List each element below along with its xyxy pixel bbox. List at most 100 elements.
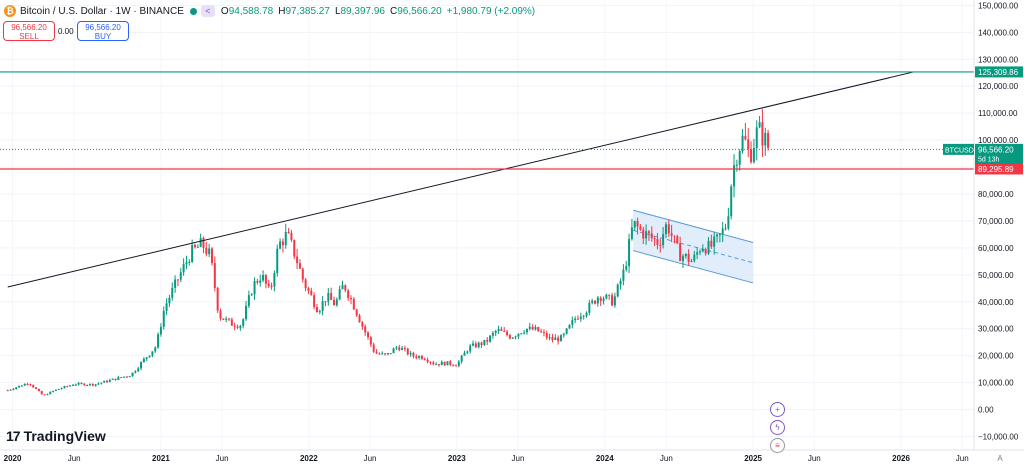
candle-body	[378, 353, 381, 355]
candle-body	[106, 380, 109, 382]
candle-body	[713, 236, 716, 247]
candle-body	[18, 385, 21, 388]
market-status-icon	[189, 7, 197, 15]
time-tick-label: 2020	[4, 454, 22, 463]
candle-body	[656, 238, 659, 245]
candle-body	[375, 351, 378, 354]
candle-body	[188, 261, 191, 263]
candle-body	[537, 327, 540, 332]
candle-body	[242, 319, 245, 326]
tradingview-logo[interactable]: 17 TradingView	[6, 428, 106, 444]
candle-body	[633, 220, 636, 228]
candle-body	[534, 327, 537, 330]
candle-body	[409, 352, 412, 355]
symbol-title[interactable]: Bitcoin / U.S. Dollar · 1W · BINANCE	[20, 5, 184, 17]
candle-body	[273, 273, 276, 287]
candle-body	[168, 297, 171, 304]
share-icon[interactable]: <	[200, 5, 215, 17]
sell-button[interactable]: 96,566.20 SELL	[3, 21, 55, 41]
candle-body	[562, 333, 565, 336]
candle-body	[647, 231, 650, 234]
candle-body	[463, 352, 466, 356]
candle-body	[520, 333, 523, 335]
candle-body	[395, 347, 398, 349]
candle-body	[437, 364, 440, 366]
time-tick-label: 2022	[300, 454, 318, 463]
candle-body	[43, 394, 46, 396]
candle-body	[625, 266, 628, 270]
candle-body	[576, 318, 579, 320]
drawings-layer[interactable]	[0, 71, 974, 288]
candle-body	[313, 295, 316, 308]
candle-body	[690, 260, 693, 262]
candle-body	[744, 135, 747, 140]
candle-body	[755, 127, 758, 148]
us-flag-icon[interactable]: ≡	[770, 438, 785, 453]
candle-body	[500, 329, 503, 331]
candle-body	[724, 228, 727, 230]
candle-body	[279, 241, 282, 249]
candle-body	[574, 318, 577, 321]
time-axis[interactable]: 2020 Jun 2021 Jun 2022 Jun 2023 Jun 2024 Jun 2025 J…	[0, 449, 1024, 463]
plus-icon[interactable]: +	[770, 402, 785, 417]
candle-body	[202, 238, 205, 248]
level-price-tag	[975, 66, 1023, 78]
candle-body	[528, 326, 531, 329]
candle-body	[579, 316, 582, 319]
candle-body	[673, 235, 676, 237]
candle-body	[767, 133, 770, 148]
buy-price: 96,566.20	[85, 23, 121, 32]
candle-body	[565, 328, 568, 334]
candle-body	[352, 298, 355, 310]
candle-body	[506, 331, 509, 336]
time-tick-label: Jun	[956, 454, 969, 463]
candle-body	[97, 383, 100, 385]
candle-body	[679, 243, 682, 261]
candle-body	[761, 122, 764, 146]
candle-body	[514, 336, 517, 338]
candle-body	[310, 290, 313, 296]
candle-body	[412, 352, 415, 357]
auto-scale-button[interactable]: A	[997, 454, 1003, 463]
candle-body	[228, 318, 231, 320]
candle-body	[276, 248, 279, 274]
candle-body	[111, 378, 114, 380]
price-tick-label: 140,000.00	[978, 28, 1019, 37]
time-tick-label: 2025	[744, 454, 762, 463]
candle-body	[213, 263, 216, 288]
candle-body	[616, 284, 619, 297]
candle-body	[196, 246, 199, 248]
buy-button[interactable]: 96,566.20 BUY	[77, 21, 129, 41]
candle-body	[208, 248, 211, 255]
candle-body	[381, 353, 384, 355]
channel-upper-line	[632, 209, 754, 243]
candle-body	[250, 294, 253, 296]
candle-body	[364, 326, 367, 333]
price-axis[interactable]: 150,000.00 140,000.00 130,000.00 120,000.00…	[943, 0, 1024, 469]
high-value: H97,385.27	[278, 5, 330, 17]
candle-body	[636, 220, 639, 227]
candle-body	[591, 300, 594, 303]
time-tick-label: 2023	[448, 454, 466, 463]
price-tick-label: 20,000.00	[978, 352, 1014, 361]
candle-body	[443, 361, 446, 366]
candle-body	[704, 249, 707, 254]
candle-body	[752, 147, 755, 163]
bitcoin-icon: ₿	[4, 5, 16, 17]
candle-body	[332, 299, 335, 306]
symbol-tag-label: BTCUSD	[945, 147, 974, 154]
candle-body	[401, 348, 404, 351]
candle-body	[131, 372, 134, 377]
time-tick-label: 2021	[152, 454, 170, 463]
price-tick-label: −10,000.00	[978, 433, 1019, 442]
candle-body	[460, 355, 463, 362]
candle-body	[406, 348, 409, 355]
lightning-icon[interactable]: ϟ	[770, 420, 785, 435]
candle-body	[318, 311, 321, 313]
candle-body	[86, 384, 89, 386]
candle-body	[134, 371, 137, 373]
candle-body	[531, 326, 534, 330]
candle-body	[69, 385, 72, 387]
candle-body	[259, 280, 262, 283]
